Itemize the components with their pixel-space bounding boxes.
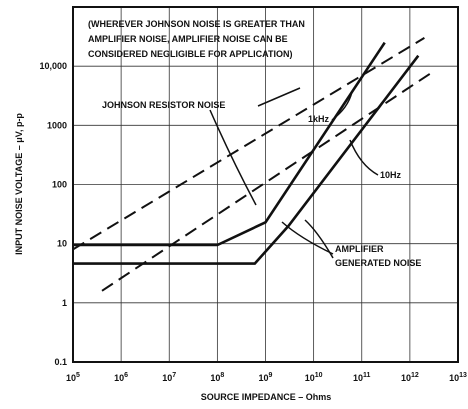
khz-leader: [331, 91, 353, 121]
label-10hz: 10Hz: [380, 170, 402, 180]
x-tick-label: 1012: [401, 372, 419, 383]
amp-leader-1: [281, 221, 334, 255]
y-tick-label: 10,000: [39, 61, 67, 71]
note-line-1: (WHEREVER JOHNSON NOISE IS GREATER THAN: [88, 19, 305, 29]
y-tick-labels: 0.1 1 10 100 1000 10,000: [39, 61, 67, 367]
x-axis-title: SOURCE IMPEDANCE – Ohms: [201, 392, 332, 402]
amplifier-noise-line-1: [73, 41, 386, 247]
amp-leader-2: [304, 219, 334, 259]
grid: [72, 6, 459, 363]
note-line-2: AMPLIFIER NOISE, AMPLIFIER NOISE CAN BE: [88, 34, 288, 44]
x-tick-label: 109: [259, 372, 273, 383]
y-axis-title: INPUT NOISE VOLTAGE – μV, p-p: [14, 113, 24, 255]
x-tick-labels: 105 106 107 108 109 1010 1011 1012 1013: [66, 372, 467, 383]
y-tick-label: 100: [52, 180, 67, 190]
amplifier-label-2: GENERATED NOISE: [335, 258, 421, 268]
x-tick-label: 1013: [449, 372, 467, 383]
amplifier-label-1: AMPLIFIER: [335, 244, 384, 254]
johnson-noise-line-3: [72, 37, 425, 251]
x-tick-label: 1010: [305, 372, 323, 383]
johnson-noise-line-4: [101, 71, 434, 292]
label-1khz: 1kHz: [308, 114, 330, 124]
y-tick-label: 10: [57, 239, 67, 249]
x-tick-label: 108: [210, 372, 224, 383]
note-line-3: CONSIDERED NEGLIGIBLE FOR APPLICATION): [88, 49, 293, 59]
y-tick-label: 1000: [47, 120, 67, 130]
x-tick-label: 106: [114, 372, 128, 383]
amplifier-noise-line-2: [73, 54, 420, 265]
plot-frame: [72, 6, 459, 363]
leader-lines: [209, 87, 379, 259]
series-group: [72, 37, 434, 292]
x-tick-label: 1011: [353, 372, 371, 383]
y-tick-label: 1: [62, 298, 67, 308]
x-tick-label: 107: [162, 372, 176, 383]
hz-leader: [349, 139, 379, 176]
johnson-noise-label: JOHNSON RESISTOR NOISE: [102, 100, 225, 110]
johnson-leader-upper: [257, 87, 301, 107]
y-tick-label: 0.1: [54, 357, 67, 367]
johnson-leader-lower: [209, 109, 257, 206]
x-tick-label: 105: [66, 372, 80, 383]
